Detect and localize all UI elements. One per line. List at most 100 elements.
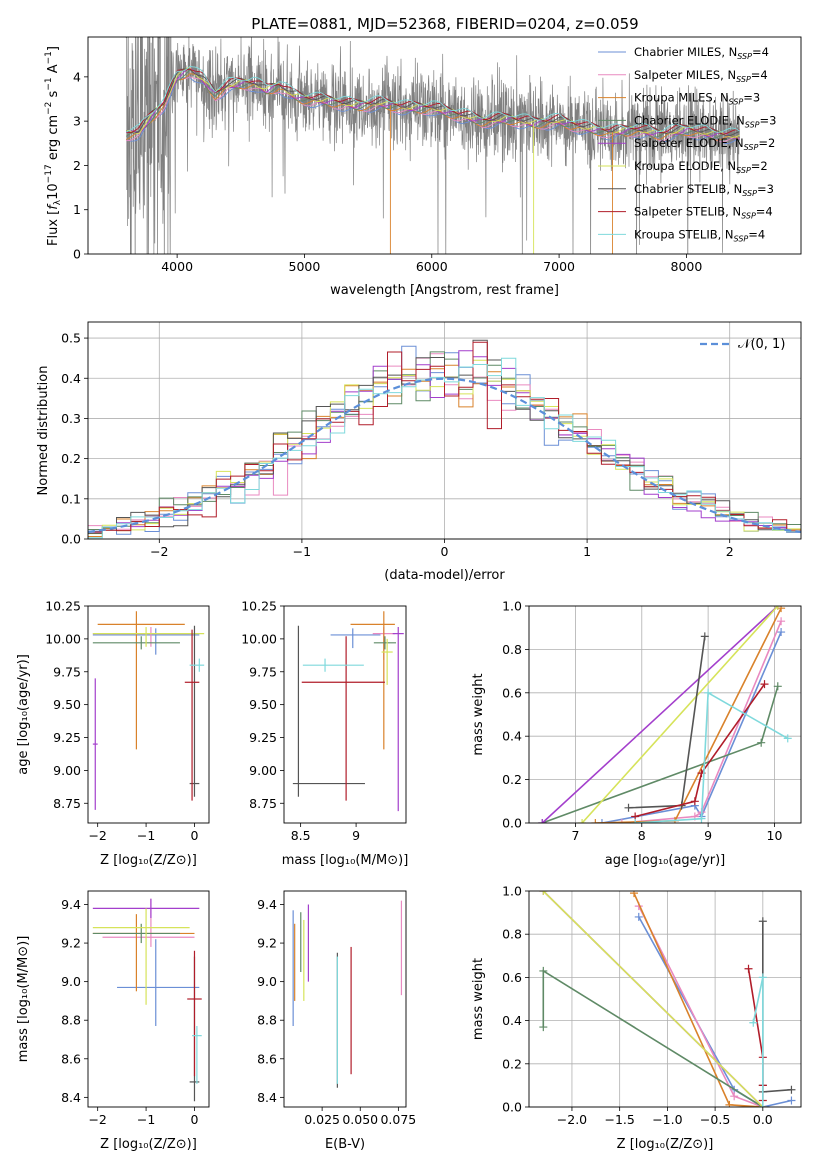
x-tick-label: 0.025 xyxy=(304,1112,340,1127)
x-axis-label: Z [log₁₀(Z/Z⊙)] xyxy=(100,1137,197,1152)
x-tick-label: 0 xyxy=(191,828,199,843)
x-axis-label: wavelength [Angstrom, rest frame] xyxy=(330,283,559,298)
mass-weight-line xyxy=(542,686,779,823)
mass-weight-line xyxy=(762,921,792,1093)
mass-weight-marker xyxy=(758,973,767,982)
y-tick-label: 9.75 xyxy=(53,664,81,679)
y-tick-label: 9.2 xyxy=(61,936,81,951)
x-tick-label: −1 xyxy=(137,1112,155,1127)
y-tick-label: 0.2 xyxy=(61,451,81,466)
y-tick-label: 0.4 xyxy=(502,729,522,744)
mass-weight-line xyxy=(635,691,789,823)
mass-weight-marker xyxy=(704,688,713,697)
mass-weight-marker xyxy=(777,628,786,637)
x-tick-label: 7 xyxy=(571,828,579,843)
y-axis-label: mass [log₁₀(M/M⊙)] xyxy=(16,936,31,1063)
y-tick-label: 10.00 xyxy=(241,631,277,646)
axes-frame xyxy=(87,605,210,824)
mass-weight-marker xyxy=(744,964,753,973)
y-tick-label: 9.50 xyxy=(249,697,277,712)
y-axis-label: age [log₁₀(age/yr)] xyxy=(16,654,31,775)
y-tick-label: 0.6 xyxy=(502,685,522,700)
x-tick-label: −1 xyxy=(293,544,311,559)
x-axis-label: mass [log₁₀(M/M⊙)] xyxy=(282,853,409,868)
plot-area xyxy=(92,611,205,810)
model-spectrum-line xyxy=(126,65,740,133)
axes-frame xyxy=(528,605,802,824)
mass-weight-marker xyxy=(690,797,699,806)
y-tick-label: 10.00 xyxy=(45,631,81,646)
mass-weight-marker xyxy=(749,1018,758,1027)
mass-weight-marker xyxy=(700,632,709,641)
y-tick-label: 10.25 xyxy=(45,599,81,614)
y-tick-label: 9.00 xyxy=(53,763,81,778)
axes-frame xyxy=(528,890,802,1108)
plot-area xyxy=(88,339,801,539)
panel-mass-weight-vs-Z: −2.0 −1.5 −1.0 −0.5 0.0 0.0 0.2 0.4 0.6 0.8 1.0 Z [… xyxy=(471,884,802,1152)
x-axis-label: Z [log₁₀(Z/Z⊙)] xyxy=(617,1137,714,1152)
y-tick-label: 2 xyxy=(73,158,81,173)
y-tick-label: 0.4 xyxy=(502,1013,522,1028)
mass-weight-marker xyxy=(758,1103,767,1107)
plot-area xyxy=(538,606,792,823)
mass-weight-marker xyxy=(757,738,766,747)
y-tick-label: 0.2 xyxy=(502,1056,522,1071)
x-tick-label: 8 xyxy=(638,828,646,843)
mass-weight-marker xyxy=(617,819,626,823)
mass-weight-marker xyxy=(597,819,606,823)
model-spectrum-line xyxy=(126,76,740,143)
normal-pdf-curve xyxy=(88,377,801,534)
plot-area xyxy=(292,900,403,1088)
x-tick-label: 0.075 xyxy=(380,1112,416,1127)
x-tick-label: 2 xyxy=(726,544,734,559)
mass-weight-line xyxy=(634,683,766,818)
axes-frame xyxy=(87,321,802,540)
mass-weight-marker xyxy=(539,966,548,975)
mass-weight-marker xyxy=(787,1085,796,1094)
plot-area xyxy=(92,898,202,1102)
mass-weight-marker xyxy=(725,1100,734,1107)
x-tick-label: 9 xyxy=(352,828,360,843)
y-axis-label: mass weight xyxy=(471,958,486,1040)
x-tick-label: 10 xyxy=(767,828,783,843)
plot-area xyxy=(292,611,404,812)
x-axis-label: Z [log₁₀(Z/Z⊙)] xyxy=(100,853,197,868)
axes-frame xyxy=(87,890,210,1108)
x-tick-label: 0 xyxy=(441,544,449,559)
y-tick-label: 9.0 xyxy=(61,974,81,989)
x-axis-label: (data-model)/error xyxy=(384,568,505,583)
legend-label: Salpeter ELODIE, NSSP=2 xyxy=(634,136,775,152)
mass-weight-line xyxy=(541,606,779,823)
panel-age-vs-Z: −2 −1 0 8.75 9.00 9.25 9.50 9.75 10.00 10.25 Z [lo… xyxy=(16,599,210,868)
panel-spectrum: 4000 5000 6000 7000 8000 0 1 2 3 4 wavelength [Ang… xyxy=(44,36,802,298)
x-tick-label: 9 xyxy=(704,828,712,843)
y-tick-label: 4 xyxy=(73,69,81,84)
y-tick-label: 3 xyxy=(73,114,81,129)
panel-mass-vs-Z: −2 −1 0 8.4 8.6 8.8 9.0 9.2 9.4 Z [log₁₀(Z/Z⊙)] ma… xyxy=(16,890,210,1152)
y-tick-label: 8.8 xyxy=(257,1013,277,1028)
y-tick-label: 9.25 xyxy=(249,730,277,745)
legend-label: Salpeter MILES, NSSP=4 xyxy=(634,68,768,84)
x-axis-label: age [log₁₀(age/yr)] xyxy=(605,853,726,868)
x-tick-label: −1.5 xyxy=(604,1112,634,1127)
y-tick-label: 0.8 xyxy=(502,642,522,657)
model-spectrum-line xyxy=(126,68,740,137)
histogram-steps xyxy=(88,357,801,539)
mass-weight-marker xyxy=(624,803,633,812)
y-tick-label: 1.0 xyxy=(502,884,522,899)
x-tick-label: −2.0 xyxy=(557,1112,587,1127)
mass-weight-marker xyxy=(777,606,786,613)
y-tick-label: 9.0 xyxy=(257,974,277,989)
y-tick-label: 10.25 xyxy=(241,599,277,614)
mass-weight-line xyxy=(581,606,779,823)
mass-weight-marker xyxy=(783,734,792,743)
legend-label: Chabrier ELODIE, NSSP=3 xyxy=(634,113,776,129)
mass-weight-marker xyxy=(758,917,767,926)
mass-weight-marker xyxy=(760,680,769,689)
legend-label: Chabrier STELIB, NSSP=3 xyxy=(634,182,774,198)
mass-weight-line xyxy=(752,977,764,1107)
x-tick-label: 0.050 xyxy=(342,1112,378,1127)
mass-weight-marker xyxy=(539,891,548,895)
mass-weight-marker xyxy=(539,1023,548,1032)
y-tick-label: 8.4 xyxy=(61,1090,81,1105)
